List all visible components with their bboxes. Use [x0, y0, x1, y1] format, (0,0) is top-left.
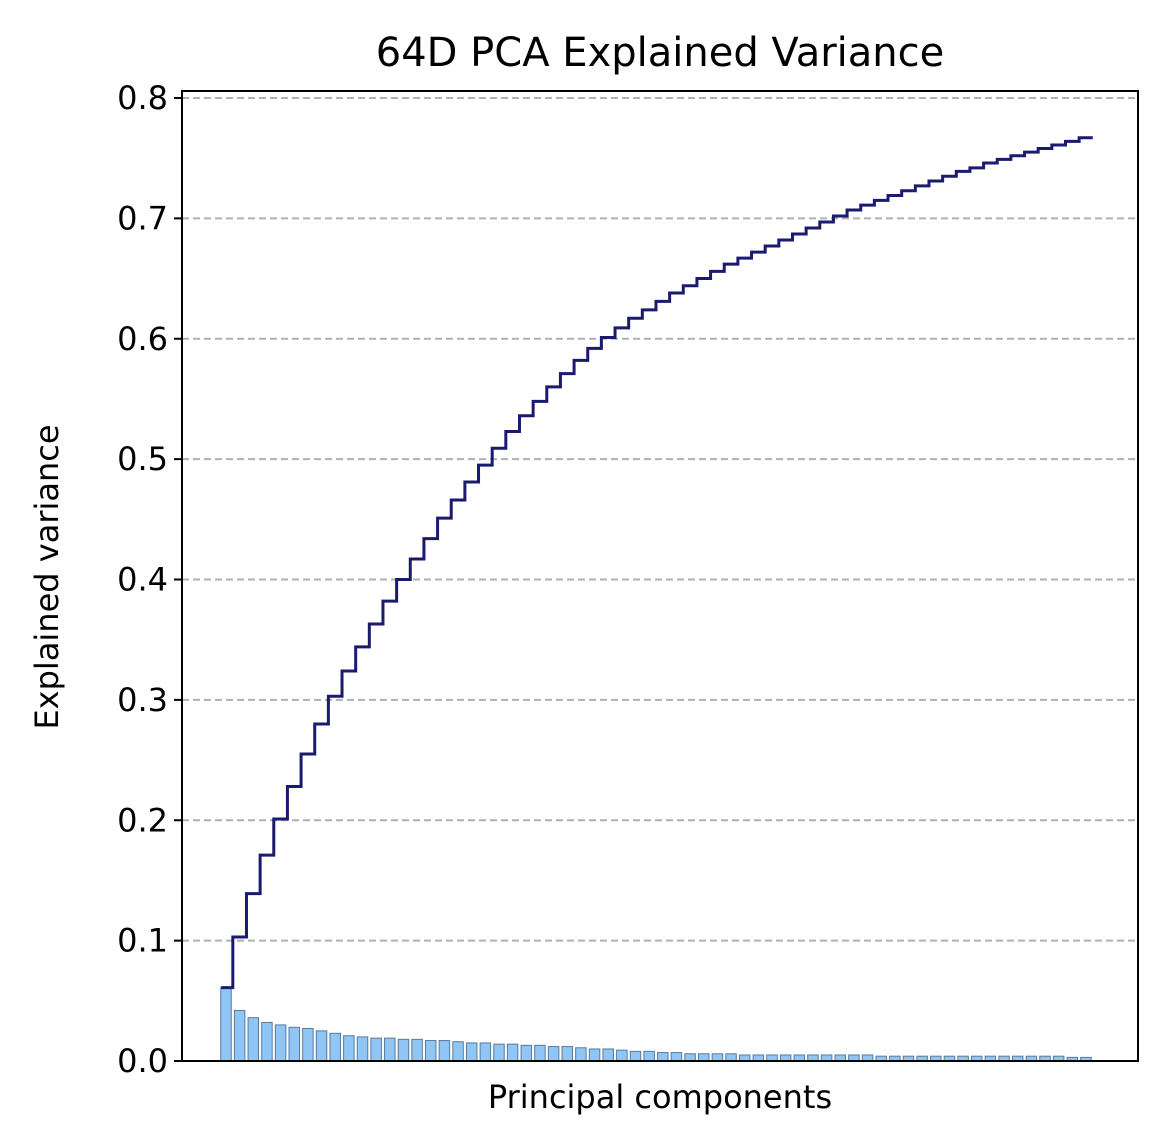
grid-lines	[182, 97, 1138, 942]
variance-bar-5	[274, 1024, 287, 1062]
variance-bar-14	[397, 1038, 410, 1062]
variance-bar-21	[493, 1043, 505, 1062]
cumulative-variance-step-line	[221, 136, 1093, 990]
plot-frame	[181, 90, 1139, 1062]
variance-bar-18	[452, 1041, 464, 1062]
variance-bar-3	[247, 1017, 260, 1062]
variance-bar-11	[356, 1036, 369, 1062]
y-tick-label: 0.7	[117, 199, 168, 237]
variance-bar-8	[315, 1030, 328, 1062]
bars	[220, 987, 1092, 1062]
variance-bar-27	[575, 1047, 587, 1062]
variance-bar-12	[370, 1037, 382, 1062]
variance-bar-28	[588, 1048, 601, 1062]
variance-bar-2	[233, 1009, 246, 1062]
chart-title: 64D PCA Explained Variance	[376, 30, 944, 76]
variance-bar-26	[561, 1046, 573, 1062]
y-tick-label: 0.3	[117, 681, 168, 719]
variance-bar-35	[684, 1053, 696, 1062]
y-axis-label: Explained variance	[28, 424, 66, 729]
variance-bar-29	[602, 1048, 614, 1062]
variance-bar-25	[547, 1046, 560, 1062]
variance-bar-37	[711, 1053, 724, 1062]
variance-bar-7	[302, 1028, 314, 1062]
y-tick-label: 0.6	[117, 320, 168, 358]
y-tick-label: 0.2	[117, 801, 168, 839]
y-tick-label: 0.5	[117, 440, 168, 478]
variance-bar-31	[629, 1050, 642, 1062]
y-tick-label: 0.0	[117, 1042, 168, 1080]
cumulative-line-layer	[221, 136, 1093, 990]
variance-bar-34	[670, 1052, 683, 1062]
variance-bar-1	[220, 987, 232, 1062]
variance-bar-23	[520, 1044, 533, 1062]
y-tick-label: 0.4	[117, 561, 168, 599]
variance-bar-24	[534, 1044, 546, 1062]
variance-bar-19	[465, 1042, 478, 1062]
variance-bar-22	[506, 1043, 519, 1062]
variance-bar-10	[343, 1035, 355, 1062]
variance-bar-32	[643, 1050, 655, 1062]
variance-bar-17	[438, 1040, 451, 1062]
y-tick-label: 0.1	[117, 922, 168, 960]
variance-bar-20	[479, 1042, 492, 1062]
variance-bar-30	[616, 1049, 628, 1062]
variance-bar-33	[657, 1052, 669, 1062]
variance-bar-16	[425, 1040, 437, 1062]
variance-bar-4	[261, 1021, 273, 1062]
variance-bar-36	[698, 1053, 710, 1062]
y-axis-ticks: 0.0 0.1 0.2 0.3 0.4 0.5 0.6 0.7 0.8	[117, 79, 182, 1080]
variance-bar-15	[411, 1038, 423, 1062]
y-tick-label: 0.8	[117, 79, 168, 117]
x-axis-label: Principal components	[488, 1078, 832, 1116]
variance-bar-9	[329, 1032, 341, 1062]
variance-bar-38	[725, 1053, 737, 1062]
variance-bar-6	[288, 1026, 300, 1062]
variance-bar-13	[384, 1037, 396, 1062]
